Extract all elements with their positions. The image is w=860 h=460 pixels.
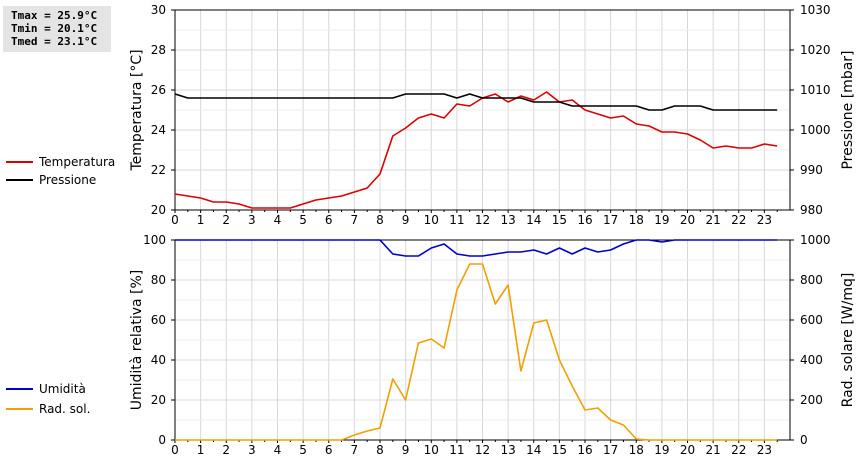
x-tick-label: 12 — [475, 213, 490, 227]
y-left-tick-label: 40 — [151, 353, 166, 367]
x-tick-label: 8 — [376, 443, 384, 457]
x-tick-label: 10 — [424, 443, 439, 457]
x-tick-label: 1 — [197, 443, 205, 457]
y-left-axis-title: Umidità relativa [%] — [129, 270, 145, 411]
x-tick-label: 0 — [171, 213, 179, 227]
y-right-tick-label: 800 — [800, 273, 823, 287]
y-left-tick-label: 60 — [151, 313, 166, 327]
x-tick-label: 23 — [757, 443, 772, 457]
y-right-tick-label: 600 — [800, 313, 823, 327]
x-tick-label: 6 — [325, 443, 333, 457]
y-left-tick-label: 26 — [151, 83, 166, 97]
y-right-axis-title: Pressione [mbar] — [840, 50, 856, 169]
stats-box: Tmax = 25.9°C Tmin = 20.1°C Tmed = 23.1°… — [3, 6, 111, 52]
x-tick-label: 20 — [680, 213, 695, 227]
x-tick-label: 5 — [299, 213, 307, 227]
x-tick-label: 18 — [629, 443, 644, 457]
y-right-tick-label: 1030 — [800, 3, 831, 17]
plot-frame — [174, 239, 791, 441]
x-tick-label: 8 — [376, 213, 384, 227]
x-tick-label: 0 — [171, 443, 179, 457]
x-tick-label: 2 — [222, 213, 230, 227]
x-tick-label: 19 — [654, 443, 669, 457]
y-right-tick-label: 400 — [800, 353, 823, 367]
stat-tmed: Tmed = 23.1°C — [11, 35, 98, 48]
x-tick-label: 6 — [325, 213, 333, 227]
x-tick-label: 23 — [757, 213, 772, 227]
series-line-umidit- — [175, 239, 778, 257]
x-tick-label: 15 — [552, 443, 567, 457]
y-right-tick-label: 990 — [800, 163, 823, 177]
x-tick-label: 17 — [603, 443, 618, 457]
series-line-rad-sol- — [175, 263, 778, 441]
y-right-tick-label: 1020 — [800, 43, 831, 57]
x-tick-label: 14 — [526, 213, 541, 227]
y-right-tick-label: 980 — [800, 203, 823, 217]
x-tick-label: 10 — [424, 213, 439, 227]
stat-tmax: Tmax = 25.9°C — [11, 9, 98, 22]
x-tick-label: 19 — [654, 213, 669, 227]
y-right-tick-label: 1000 — [800, 233, 831, 247]
x-tick-label: 7 — [351, 443, 359, 457]
x-tick-label: 11 — [449, 213, 464, 227]
x-tick-label: 1 — [197, 213, 205, 227]
series-line-pressione — [174, 93, 778, 111]
x-tick-label: 13 — [500, 213, 515, 227]
x-tick-label: 16 — [577, 443, 592, 457]
legend-label: Rad. sol. — [39, 402, 90, 416]
y-right-tick-label: 1010 — [800, 83, 831, 97]
y-left-axis-title: Temperatura [°C] — [129, 49, 145, 171]
x-tick-label: 3 — [248, 213, 256, 227]
chart-1: 0 1 2 3 4 5 6 7 8 9 10 11 12 13 14 15 16 17 18 19 20 21 22 2320… — [6, 3, 856, 227]
series-line-temperatura — [174, 91, 778, 209]
y-right-axis-title: Rad. solare [W/mq] — [840, 273, 856, 408]
y-left-tick-label: 0 — [158, 433, 166, 447]
legend-label: Temperatura — [38, 155, 115, 169]
x-tick-label: 21 — [705, 443, 720, 457]
x-tick-label: 5 — [299, 443, 307, 457]
x-tick-label: 12 — [475, 443, 490, 457]
x-tick-label: 2 — [222, 443, 230, 457]
legend-label: Pressione — [39, 173, 96, 187]
y-left-tick-label: 30 — [151, 3, 166, 17]
x-tick-label: 9 — [402, 443, 410, 457]
x-tick-label: 14 — [526, 443, 541, 457]
x-tick-label: 4 — [274, 443, 282, 457]
x-tick-label: 11 — [449, 443, 464, 457]
y-left-tick-label: 22 — [151, 163, 166, 177]
y-left-tick-label: 24 — [151, 123, 166, 137]
x-tick-label: 22 — [731, 213, 746, 227]
chart-2: 0 1 2 3 4 5 6 7 8 9 10 11 12 13 14 15 16 17 18 19 20 21 22 2302… — [6, 233, 856, 457]
x-tick-label: 18 — [629, 213, 644, 227]
y-right-tick-label: 1000 — [800, 123, 831, 137]
x-tick-label: 9 — [402, 213, 410, 227]
x-tick-label: 21 — [705, 213, 720, 227]
x-tick-label: 15 — [552, 213, 567, 227]
y-left-tick-label: 20 — [151, 393, 166, 407]
x-tick-label: 22 — [731, 443, 746, 457]
y-right-tick-label: 200 — [800, 393, 823, 407]
plot-frame — [174, 9, 791, 211]
x-tick-label: 3 — [248, 443, 256, 457]
stat-tmin: Tmin = 20.1°C — [11, 22, 98, 35]
x-tick-label: 20 — [680, 443, 695, 457]
y-left-tick-label: 28 — [151, 43, 166, 57]
x-tick-label: 17 — [603, 213, 618, 227]
y-left-tick-label: 80 — [151, 273, 166, 287]
x-tick-label: 16 — [577, 213, 592, 227]
y-left-tick-label: 20 — [151, 203, 166, 217]
y-left-tick-label: 100 — [143, 233, 166, 247]
x-tick-label: 4 — [274, 213, 282, 227]
x-tick-label: 7 — [351, 213, 359, 227]
legend-label: Umidità — [39, 382, 86, 396]
y-right-tick-label: 0 — [800, 433, 808, 447]
x-tick-label: 13 — [500, 443, 515, 457]
